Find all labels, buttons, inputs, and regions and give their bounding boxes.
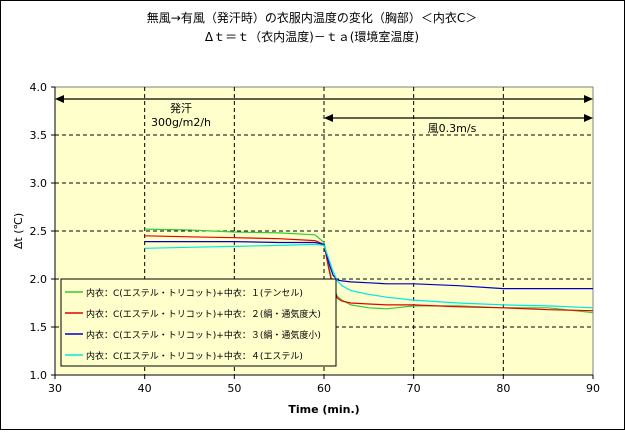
y-tick-label: 3.0: [30, 177, 48, 190]
legend-label-3: 内衣：C(エステル・トリコット)+中衣：３(絹・通気度小): [86, 329, 321, 341]
x-tick-label: 90: [586, 382, 600, 395]
wind-arrow-head-left: [324, 114, 333, 122]
sweat-label: 発汗: [170, 101, 192, 115]
wind-arrow-head-right: [584, 114, 593, 122]
y-tick-label: 3.5: [30, 129, 48, 142]
x-tick-label: 70: [407, 382, 421, 395]
x-tick-label: 40: [138, 382, 152, 395]
y-tick-label: 4.0: [30, 81, 48, 94]
x-axis-label: Time (min.): [288, 403, 359, 416]
chart-subtitle: Δｔ＝ｔ（衣内温度)－ｔａ(環境室温度): [205, 29, 419, 44]
series-line-2: [144, 235, 594, 312]
x-tick-label: 80: [496, 382, 510, 395]
y-tick-label: 2.0: [30, 273, 48, 286]
series-line-3: [144, 241, 593, 290]
chart-title: 無風→有風（発汗時）の衣服内温度の変化（胸部）＜内衣C＞: [147, 10, 477, 25]
legend-box: [60, 278, 337, 367]
legend-label-4: 内衣：C(エステル・トリコット)+中衣：４(エステル): [86, 350, 303, 362]
sweat-arrow-head-left: [55, 95, 64, 103]
sweat-rate-label: 300g/m2/h: [151, 116, 211, 129]
y-tick-label: 1.0: [30, 369, 48, 382]
legend: 内衣：C(エステル・トリコット)+中衣：１(テンセル) 内衣：C(エステル・トリコ…: [60, 278, 337, 367]
series-line-1: [144, 228, 594, 314]
sweat-arrow-head-right: [584, 95, 593, 103]
y-axis-label: Δt (℃): [12, 213, 25, 249]
x-tick-label: 50: [227, 382, 241, 395]
series-line-4: [144, 243, 594, 309]
legend-label-2: 内衣：C(エステル・トリコット)+中衣：２(絹・通気度大): [86, 308, 321, 320]
x-tick-label: 60: [317, 382, 331, 395]
series-group: [144, 228, 594, 314]
y-tick-label: 1.5: [30, 321, 48, 334]
axes-group: 1.0 1.5 2.0 2.5 3.0 3.5 4.0 30 40 50 60 70 80 90: [30, 81, 601, 395]
x-tick-label: 30: [48, 382, 62, 395]
wind-label: 風0.3m/s: [428, 122, 477, 135]
legend-label-1: 内衣：C(エステル・トリコット)+中衣：１(テンセル): [86, 287, 303, 299]
y-tick-label: 2.5: [30, 225, 48, 238]
